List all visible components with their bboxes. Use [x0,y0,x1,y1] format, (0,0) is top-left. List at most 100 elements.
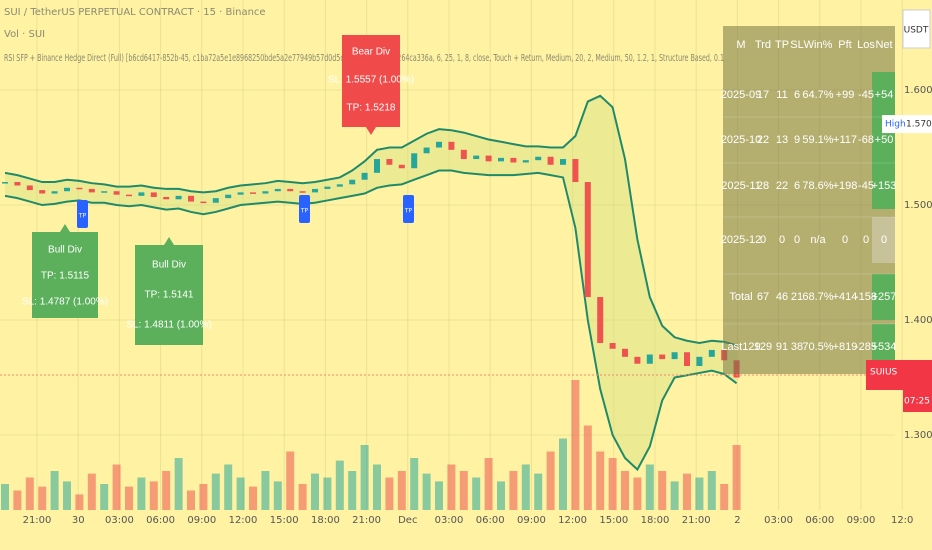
currency: USDT [904,26,929,36]
candle [708,349,715,357]
bear-label: Bear Div SL: 1.5557 (1.00%) TP: 1.5218 [328,35,414,135]
volume-bar [187,490,195,510]
volume-bar [348,471,357,510]
candle [374,159,380,173]
table-cell: 38 [791,341,803,353]
volume-bar [435,481,443,510]
x-tick-label: 15:00 [270,515,299,526]
candle [51,191,58,194]
table-cell: +257 [872,291,897,303]
table-cell: 91 [776,341,788,353]
volume-bar [174,458,183,510]
x-tick-label: 15:00 [599,515,628,526]
tp-marker: TP [403,195,414,223]
candle [76,187,83,190]
tp-text: TP [78,213,87,220]
candle [2,182,8,184]
x-tick-label: 06:00 [476,515,505,526]
candle [510,157,517,163]
table-cell: -45 [858,89,874,101]
table-cell: 0 [779,234,785,246]
volume-bar [422,473,431,510]
volume-bar [261,471,270,510]
tp-marker: TP [77,200,88,228]
volume-bar [50,471,59,510]
volume-bar [149,481,158,510]
table-cell: +153 [872,180,897,192]
candle [696,356,703,367]
volume-bar [509,471,518,510]
label-text: Bull Div [152,260,186,271]
volume-bar [125,486,133,510]
candle [312,188,318,193]
high-tag-label: High [885,120,906,130]
candle [646,354,653,364]
tp-text: TP [300,208,309,215]
table-cell: 0 [794,234,800,246]
table-cell: 2025-09 [721,89,761,101]
tp-text: TP [404,208,413,215]
x-tick-label: 06:00 [805,515,834,526]
volume-bar [373,464,381,510]
label-text: Bear Div [352,47,390,58]
candle [659,354,666,360]
x-tick-label: 21:00 [352,515,381,526]
x-tick-label: 30 [72,515,85,526]
x-tick-label: 06:00 [146,515,175,526]
y-tick-label: 1.3000 [904,430,932,441]
currency-box[interactable] [902,9,931,49]
volume-bar [410,458,419,510]
bull-label: Bull Div TP: 1.5141 SL: 1.4811 (1.00%) [126,237,212,345]
volume-bar [497,481,505,510]
countdown: 07:25 [904,397,930,407]
volume-bar [707,471,716,510]
candle [597,297,604,344]
table-cell: 70.5% [802,341,833,353]
candle [126,194,132,197]
x-tick-label: 12:00 [229,515,258,526]
x-tick-label: 18:00 [311,515,340,526]
candle [473,155,480,160]
volume-bar [100,484,109,510]
lower-band [4,169,738,472]
table-header: Win% [804,39,833,51]
candle [584,182,591,298]
candle [671,352,678,360]
table-cell: +99 [836,89,855,101]
candle [113,191,120,195]
high-tag-value: 1.5704 [906,120,932,130]
candle [634,356,641,364]
volume-bar [298,484,307,510]
table-header: Trd [755,39,771,51]
candle [498,157,504,162]
candle [299,191,306,193]
candle [622,348,628,357]
table-cell: +534 [872,341,897,353]
table-cell: 0 [842,234,848,246]
candle [535,156,542,161]
volume-bar [596,451,605,510]
table-cell: 0 [881,234,887,246]
volume-bar [112,464,121,510]
table-cell: 129 [754,341,772,353]
table-cell: 0 [863,234,869,246]
volume-bar [273,481,282,510]
table-cell: 2025-10 [721,134,761,146]
table-cell: +50 [875,134,894,146]
table-cell: 21 [791,291,803,303]
x-tick-label: 03:00 [105,515,134,526]
table-cell: 6 [794,180,800,192]
table-header: Los [857,39,875,51]
candle [287,188,294,192]
x-tick-label: 03:00 [764,515,793,526]
candle [560,159,566,165]
volume-bar [447,464,456,510]
volume-bar [521,464,530,510]
table-cell: +414 [833,291,858,303]
volume-bar [137,477,146,510]
volume-bar [224,464,233,510]
candle [237,192,244,195]
candle [138,192,145,196]
table-header: M [736,39,745,51]
